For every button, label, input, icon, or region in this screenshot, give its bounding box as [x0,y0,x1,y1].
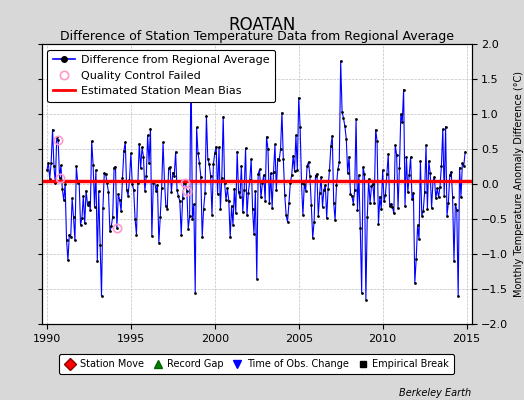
Legend: Station Move, Record Gap, Time of Obs. Change, Empirical Break: Station Move, Record Gap, Time of Obs. C… [60,354,454,374]
Y-axis label: Monthly Temperature Anomaly Difference (°C): Monthly Temperature Anomaly Difference (… [514,71,524,297]
Title: Difference of Station Temperature Data from Regional Average: Difference of Station Temperature Data f… [60,30,454,43]
Text: ROATAN: ROATAN [228,16,296,34]
Legend: Difference from Regional Average, Quality Control Failed, Estimated Station Mean: Difference from Regional Average, Qualit… [48,50,275,102]
Text: Berkeley Earth: Berkeley Earth [399,388,472,398]
